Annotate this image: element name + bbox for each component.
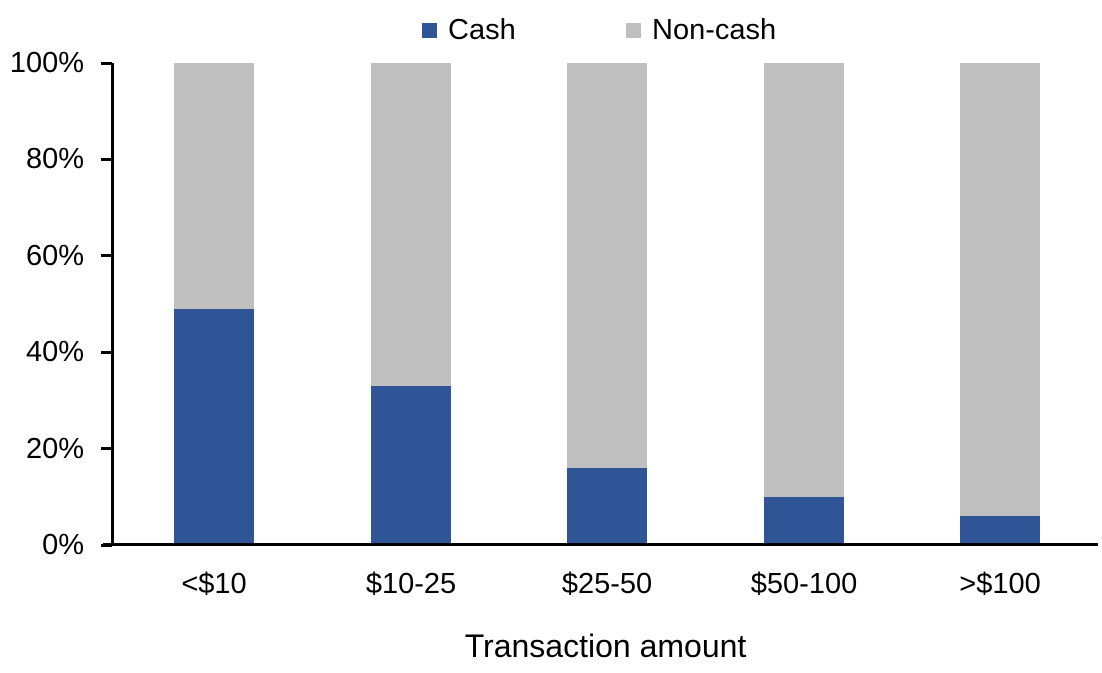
bar-segment-cash — [371, 385, 451, 545]
bar-segment-cash — [567, 467, 647, 545]
legend-label-cash: Cash — [448, 14, 516, 46]
y-axis-tick-label: 60% — [25, 240, 84, 272]
bar-segment-non-cash — [174, 63, 254, 309]
x-axis-category-label: $25-50 — [561, 568, 653, 600]
bar-segment-non-cash — [567, 63, 647, 468]
x-axis-category-label: $50-100 — [750, 568, 858, 600]
y-axis-tick-mark — [101, 254, 112, 257]
y-axis-tick-mark — [101, 351, 112, 354]
bar-1 — [174, 63, 254, 545]
y-axis-tick-label: 100% — [9, 47, 84, 79]
x-axis-line — [103, 543, 1098, 546]
y-axis-tick-label: 80% — [25, 143, 84, 175]
x-axis-category-label: <$10 — [181, 568, 247, 600]
y-axis-tick-mark — [101, 62, 112, 65]
bar-segment-cash — [960, 516, 1040, 545]
bar-segment-non-cash — [960, 63, 1040, 517]
legend-label-non-cash: Non-cash — [652, 14, 777, 46]
y-axis-tick-label: 20% — [25, 433, 84, 465]
bar-4 — [764, 63, 844, 545]
bar-2 — [371, 63, 451, 545]
bar-3 — [567, 63, 647, 545]
bar-segment-non-cash — [371, 63, 451, 386]
bar-segment-cash — [764, 496, 844, 545]
legend-item-cash: Cash — [422, 14, 516, 46]
y-axis-tick-mark — [101, 158, 112, 161]
x-axis-title: Transaction amount — [464, 628, 747, 664]
y-axis-tick-mark — [101, 447, 112, 450]
bar-segment-non-cash — [764, 63, 844, 497]
bar-segment-cash — [174, 308, 254, 545]
x-axis-category-label: >$100 — [959, 568, 1041, 600]
y-axis-tick-label: 0% — [42, 529, 84, 561]
y-axis-line — [111, 63, 114, 546]
y-axis-tick-label: 40% — [25, 336, 84, 368]
legend-swatch-non-cash — [626, 22, 641, 38]
x-axis-category-label: $10-25 — [365, 568, 457, 600]
bar-5 — [960, 63, 1040, 545]
legend-swatch-cash — [422, 22, 437, 38]
legend-item-non-cash: Non-cash — [626, 14, 776, 46]
